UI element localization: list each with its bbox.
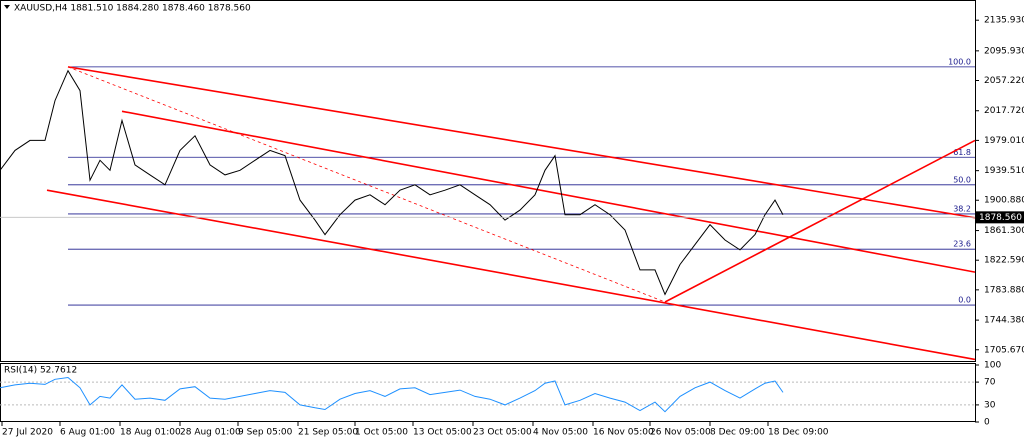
y-tick-label: 30 xyxy=(984,400,996,410)
y-tick-label: 1705.670 xyxy=(984,345,1024,355)
trendline xyxy=(67,66,976,219)
x-tick-label: 18 Dec 09:00 xyxy=(768,428,829,438)
y-tick-label: 1783.880 xyxy=(984,285,1024,295)
last-price-label: 1878.560 xyxy=(979,213,1022,223)
x-tick-label: 26 Nov 05:00 xyxy=(650,428,711,438)
fib-label: 100.0 xyxy=(948,57,971,66)
x-tick-label: 1 Oct 05:00 xyxy=(355,428,408,438)
y-tick-label: 1979.010 xyxy=(984,136,1024,146)
y-tick-label: 2057.220 xyxy=(984,76,1024,86)
x-tick-label: 6 Aug 01:00 xyxy=(60,428,115,438)
y-tick-label: 1900.880 xyxy=(984,196,1024,206)
fib-label: 38.2 xyxy=(953,204,971,213)
x-tick-label: 13 Oct 05:00 xyxy=(413,428,472,438)
trendline xyxy=(121,110,976,273)
y-tick-label: 0 xyxy=(984,418,990,428)
chart-title: XAUUSD,H4 1881.510 1884.280 1878.460 187… xyxy=(14,4,251,14)
rsi-title: RSI(14) 52.7612 xyxy=(4,366,77,376)
y-tick-label: 2095.930 xyxy=(984,46,1024,56)
x-tick-label: 23 Oct 05:00 xyxy=(473,428,532,438)
fib-label: 23.6 xyxy=(953,240,971,249)
y-tick-label: 1861.300 xyxy=(984,226,1024,236)
y-tick-label: 2135.930 xyxy=(984,16,1024,26)
y-tick-label: 1822.590 xyxy=(984,256,1024,266)
x-tick-label: 8 Dec 09:00 xyxy=(710,428,765,438)
series-line xyxy=(0,376,784,413)
fib-label: 61.8 xyxy=(953,148,971,157)
trendline xyxy=(67,66,666,303)
trendline xyxy=(664,139,976,303)
x-tick-label: 4 Nov 05:00 xyxy=(533,428,588,438)
x-tick-label: 28 Aug 01:00 xyxy=(180,428,241,438)
rsi-pane xyxy=(0,363,976,422)
fib-label: 50.0 xyxy=(953,175,971,184)
x-tick-label: 18 Aug 01:00 xyxy=(120,428,181,438)
fib-label: 0.0 xyxy=(958,296,971,305)
series-line xyxy=(0,69,784,296)
x-tick-label: 16 Nov 05:00 xyxy=(593,428,654,438)
trendline xyxy=(46,189,976,361)
x-tick-label: 21 Sep 05:00 xyxy=(298,428,358,438)
x-tick-label: 9 Sep 05:00 xyxy=(238,428,293,438)
y-tick-label: 100 xyxy=(984,361,1001,371)
y-tick-label: 70 xyxy=(984,378,996,388)
y-tick-label: 2017.720 xyxy=(984,106,1024,116)
main-pane xyxy=(0,0,976,362)
x-tick-label: 27 Jul 2020 xyxy=(2,428,53,438)
last-price-box xyxy=(976,211,1024,224)
y-tick-label: 1744.380 xyxy=(984,316,1024,326)
menu-arrow[interactable] xyxy=(4,5,10,9)
y-tick-label: 1939.510 xyxy=(984,166,1024,176)
